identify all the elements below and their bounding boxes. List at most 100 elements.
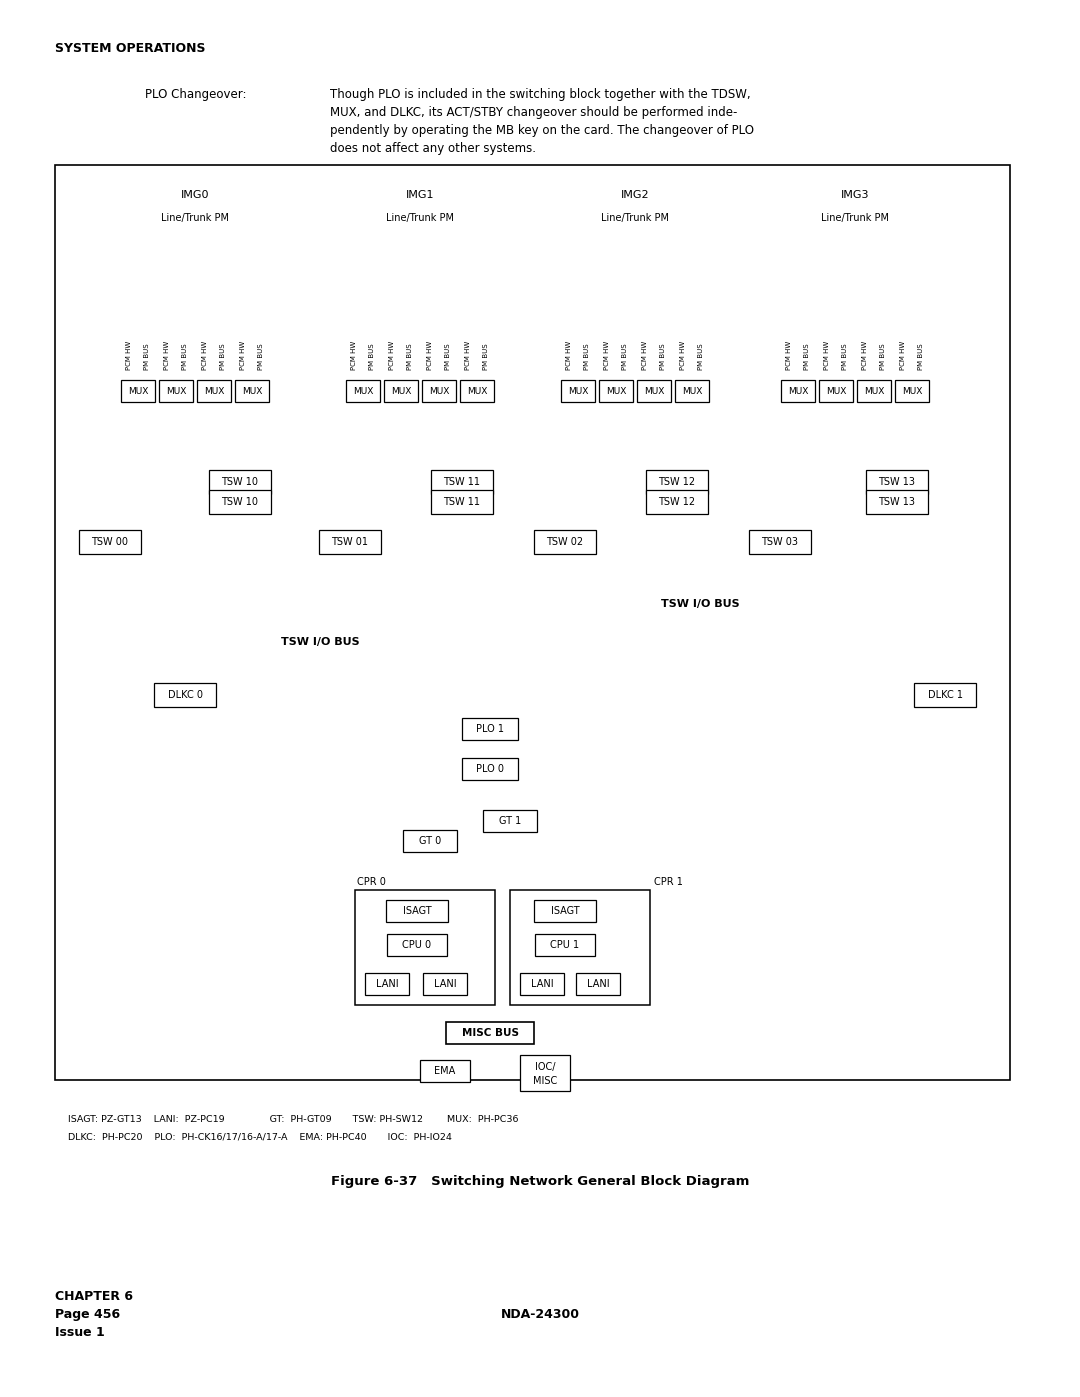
Bar bbox=[460, 380, 494, 402]
Bar bbox=[403, 830, 457, 852]
Text: MUX: MUX bbox=[864, 387, 885, 395]
Text: Line/Trunk PM: Line/Trunk PM bbox=[386, 212, 454, 224]
Text: PCM HW: PCM HW bbox=[240, 341, 246, 370]
Text: GT 1: GT 1 bbox=[499, 816, 522, 826]
Bar bbox=[384, 380, 418, 402]
Text: MUX: MUX bbox=[826, 387, 847, 395]
Bar bbox=[386, 900, 448, 922]
Text: TSW 12: TSW 12 bbox=[659, 476, 696, 488]
Bar bbox=[535, 935, 595, 956]
Text: PCM HW: PCM HW bbox=[427, 341, 433, 370]
Bar bbox=[355, 890, 495, 1004]
Text: DLKC 0: DLKC 0 bbox=[167, 690, 203, 700]
Text: TSW 13: TSW 13 bbox=[878, 476, 916, 488]
Bar bbox=[519, 972, 564, 995]
Text: PCM HW: PCM HW bbox=[642, 341, 648, 370]
Text: Line/Trunk PM: Line/Trunk PM bbox=[821, 212, 889, 224]
Bar bbox=[431, 490, 492, 514]
Text: PCM HW: PCM HW bbox=[126, 341, 132, 370]
Bar bbox=[387, 935, 447, 956]
Text: ISAGT: PZ-GT13    LANI:  PZ-PC19               GT:  PH-GT09       TSW: PH-SW12  : ISAGT: PZ-GT13 LANI: PZ-PC19 GT: PH-GT09… bbox=[68, 1115, 518, 1125]
Text: LANI: LANI bbox=[434, 979, 457, 989]
Text: TSW 11: TSW 11 bbox=[444, 476, 481, 488]
Text: Figure 6-37   Switching Network General Block Diagram: Figure 6-37 Switching Network General Bl… bbox=[330, 1175, 750, 1187]
Bar bbox=[599, 380, 633, 402]
Text: PCM HW: PCM HW bbox=[465, 341, 471, 370]
Text: MUX: MUX bbox=[681, 387, 702, 395]
Text: PM BUS: PM BUS bbox=[584, 344, 590, 370]
Text: PM BUS: PM BUS bbox=[220, 344, 226, 370]
Text: PM BUS: PM BUS bbox=[258, 344, 264, 370]
Bar bbox=[534, 529, 596, 555]
Bar bbox=[422, 380, 456, 402]
Text: CPU 1: CPU 1 bbox=[551, 940, 580, 950]
Bar bbox=[858, 380, 891, 402]
Text: SYSTEM OPERATIONS: SYSTEM OPERATIONS bbox=[55, 42, 205, 54]
Text: ISAGT: ISAGT bbox=[403, 907, 431, 916]
Text: CPR 1: CPR 1 bbox=[654, 877, 683, 887]
Text: PM BUS: PM BUS bbox=[804, 344, 810, 370]
Text: CPU 0: CPU 0 bbox=[403, 940, 432, 950]
Bar bbox=[576, 972, 620, 995]
Text: EMA: EMA bbox=[434, 1066, 456, 1076]
Text: PM BUS: PM BUS bbox=[842, 344, 848, 370]
Text: ISAGT: ISAGT bbox=[551, 907, 579, 916]
Text: PCM HW: PCM HW bbox=[680, 341, 686, 370]
Text: TSW 02: TSW 02 bbox=[546, 536, 583, 548]
Text: IMG1: IMG1 bbox=[406, 190, 434, 200]
Bar bbox=[319, 529, 381, 555]
Text: IOC/: IOC/ bbox=[535, 1062, 555, 1071]
Text: does not affect any other systems.: does not affect any other systems. bbox=[330, 142, 536, 155]
Bar bbox=[154, 683, 216, 707]
Bar bbox=[446, 1023, 534, 1044]
Bar bbox=[637, 380, 671, 402]
Text: PCM HW: PCM HW bbox=[862, 341, 868, 370]
Bar bbox=[197, 380, 231, 402]
Text: PM BUS: PM BUS bbox=[445, 344, 451, 370]
Text: IMG3: IMG3 bbox=[840, 190, 869, 200]
Text: MUX: MUX bbox=[127, 387, 148, 395]
Bar bbox=[420, 1060, 470, 1083]
Bar bbox=[781, 380, 815, 402]
Text: CPR 0: CPR 0 bbox=[357, 877, 386, 887]
Text: PCM HW: PCM HW bbox=[786, 341, 792, 370]
Text: MUX: MUX bbox=[787, 387, 808, 395]
Bar bbox=[483, 810, 537, 833]
Text: PM BUS: PM BUS bbox=[698, 344, 704, 370]
Text: LANI: LANI bbox=[586, 979, 609, 989]
Text: PM BUS: PM BUS bbox=[407, 344, 413, 370]
Bar bbox=[646, 469, 708, 495]
Bar bbox=[121, 380, 156, 402]
Bar bbox=[914, 683, 976, 707]
Text: PLO 0: PLO 0 bbox=[476, 764, 504, 774]
Text: MISC BUS: MISC BUS bbox=[461, 1028, 518, 1038]
Bar bbox=[423, 972, 467, 995]
Text: TSW 13: TSW 13 bbox=[878, 497, 916, 507]
Text: MUX: MUX bbox=[353, 387, 374, 395]
Bar bbox=[561, 380, 595, 402]
Bar bbox=[431, 469, 492, 495]
Text: MUX: MUX bbox=[902, 387, 922, 395]
Bar bbox=[462, 718, 518, 740]
Text: PCM HW: PCM HW bbox=[389, 341, 395, 370]
Text: PLO Changeover:: PLO Changeover: bbox=[145, 88, 246, 101]
Text: IMG2: IMG2 bbox=[621, 190, 649, 200]
Bar bbox=[210, 490, 271, 514]
Text: IMG0: IMG0 bbox=[180, 190, 210, 200]
Bar bbox=[895, 380, 929, 402]
Bar bbox=[79, 529, 141, 555]
Text: DLKC:  PH-PC20    PLO:  PH-CK16/17/16-A/17-A    EMA: PH-PC40       IOC:  PH-IO24: DLKC: PH-PC20 PLO: PH-CK16/17/16-A/17-A … bbox=[68, 1133, 451, 1141]
Text: PCM HW: PCM HW bbox=[824, 341, 831, 370]
Text: Issue 1: Issue 1 bbox=[55, 1326, 105, 1338]
Text: PM BUS: PM BUS bbox=[144, 344, 150, 370]
Text: LANI: LANI bbox=[376, 979, 399, 989]
Text: PM BUS: PM BUS bbox=[622, 344, 627, 370]
Text: MUX: MUX bbox=[166, 387, 186, 395]
Text: PCM HW: PCM HW bbox=[566, 341, 572, 370]
Bar bbox=[365, 972, 409, 995]
Text: MUX: MUX bbox=[568, 387, 589, 395]
Text: MUX: MUX bbox=[467, 387, 487, 395]
Text: PM BUS: PM BUS bbox=[483, 344, 489, 370]
Bar bbox=[866, 490, 928, 514]
Text: GT 0: GT 0 bbox=[419, 835, 441, 847]
